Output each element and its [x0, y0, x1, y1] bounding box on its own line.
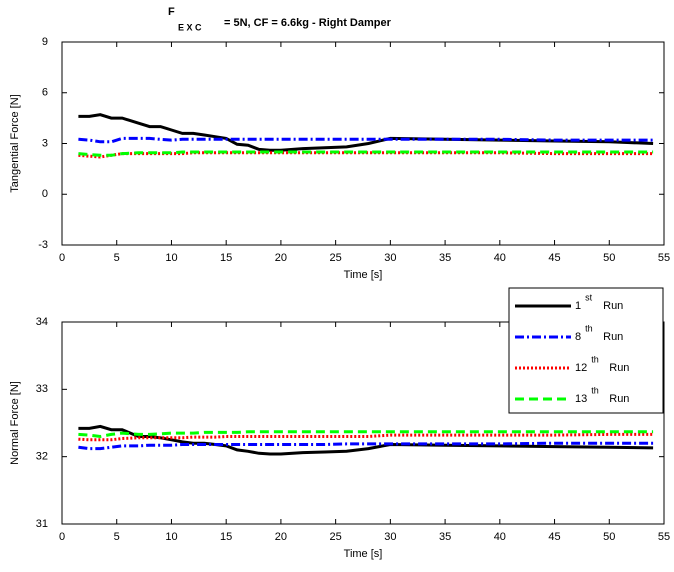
x-tick-label: 25 — [330, 252, 342, 264]
title-main: F — [168, 6, 175, 18]
x-tick-label: 35 — [439, 531, 451, 543]
legend-label-suffix: Run — [609, 362, 629, 374]
legend-label-suffix: Run — [603, 331, 623, 343]
x-tick-label: 0 — [59, 252, 65, 264]
x-tick-label: 30 — [384, 531, 396, 543]
y-tick-label: 6 — [42, 87, 48, 99]
x-tick-label: 20 — [275, 531, 287, 543]
x-tick-label: 45 — [548, 252, 560, 264]
x-tick-label: 10 — [165, 252, 177, 264]
legend-label-sup: st — [585, 292, 593, 302]
x-tick-label: 25 — [330, 531, 342, 543]
legend-label-suffix: Run — [609, 393, 629, 405]
x-tick-label: 50 — [603, 531, 615, 543]
x-tick-label: 0 — [59, 531, 65, 543]
legend-label-sup: th — [591, 385, 599, 395]
y-tick-label: 9 — [42, 36, 48, 48]
y-tick-label: 3 — [42, 137, 48, 149]
series-line — [78, 441, 654, 451]
plot-area — [61, 321, 665, 525]
y-tick-label: 0 — [42, 188, 48, 200]
y-tick-label: -3 — [38, 239, 48, 251]
x-tick-label: 35 — [439, 252, 451, 264]
x-tick-label: 10 — [165, 531, 177, 543]
y-tick-label: 32 — [36, 451, 48, 463]
legend-label: 1 — [575, 300, 581, 312]
x-tick-label: 20 — [275, 252, 287, 264]
x-tick-label: 55 — [658, 531, 670, 543]
y-axis-label: Normal Force [N] — [9, 381, 21, 465]
x-tick-label: 50 — [603, 252, 615, 264]
series-line — [78, 430, 654, 439]
series-line — [78, 136, 654, 144]
x-tick-label: 5 — [114, 531, 120, 543]
legend-label-suffix: Run — [603, 300, 623, 312]
series-line — [78, 150, 654, 157]
title-rest: = 5N, CF = 6.6kg - Right Damper — [224, 17, 392, 29]
legend-label: 12 — [575, 362, 587, 374]
y-axis-label: Tangential Force [N] — [9, 94, 21, 192]
legend-label: 8 — [575, 331, 581, 343]
x-tick-label: 15 — [220, 531, 232, 543]
x-tick-label: 5 — [114, 252, 120, 264]
y-tick-label: 31 — [36, 518, 48, 530]
title-subscript: E X C — [178, 22, 202, 32]
x-tick-label: 15 — [220, 252, 232, 264]
x-axis-label: Time [s] — [344, 269, 383, 281]
legend-box — [508, 287, 664, 414]
y-tick-label: 34 — [36, 316, 48, 328]
x-tick-label: 40 — [494, 252, 506, 264]
x-tick-label: 45 — [548, 531, 560, 543]
legend-label: 13 — [575, 393, 587, 405]
x-axis-label: Time [s] — [344, 548, 383, 560]
y-tick-label: 33 — [36, 383, 48, 395]
x-tick-label: 30 — [384, 252, 396, 264]
x-tick-label: 55 — [658, 252, 670, 264]
legend-label-sup: th — [585, 323, 593, 333]
legend-label-sup: th — [591, 354, 599, 364]
x-tick-label: 40 — [494, 531, 506, 543]
